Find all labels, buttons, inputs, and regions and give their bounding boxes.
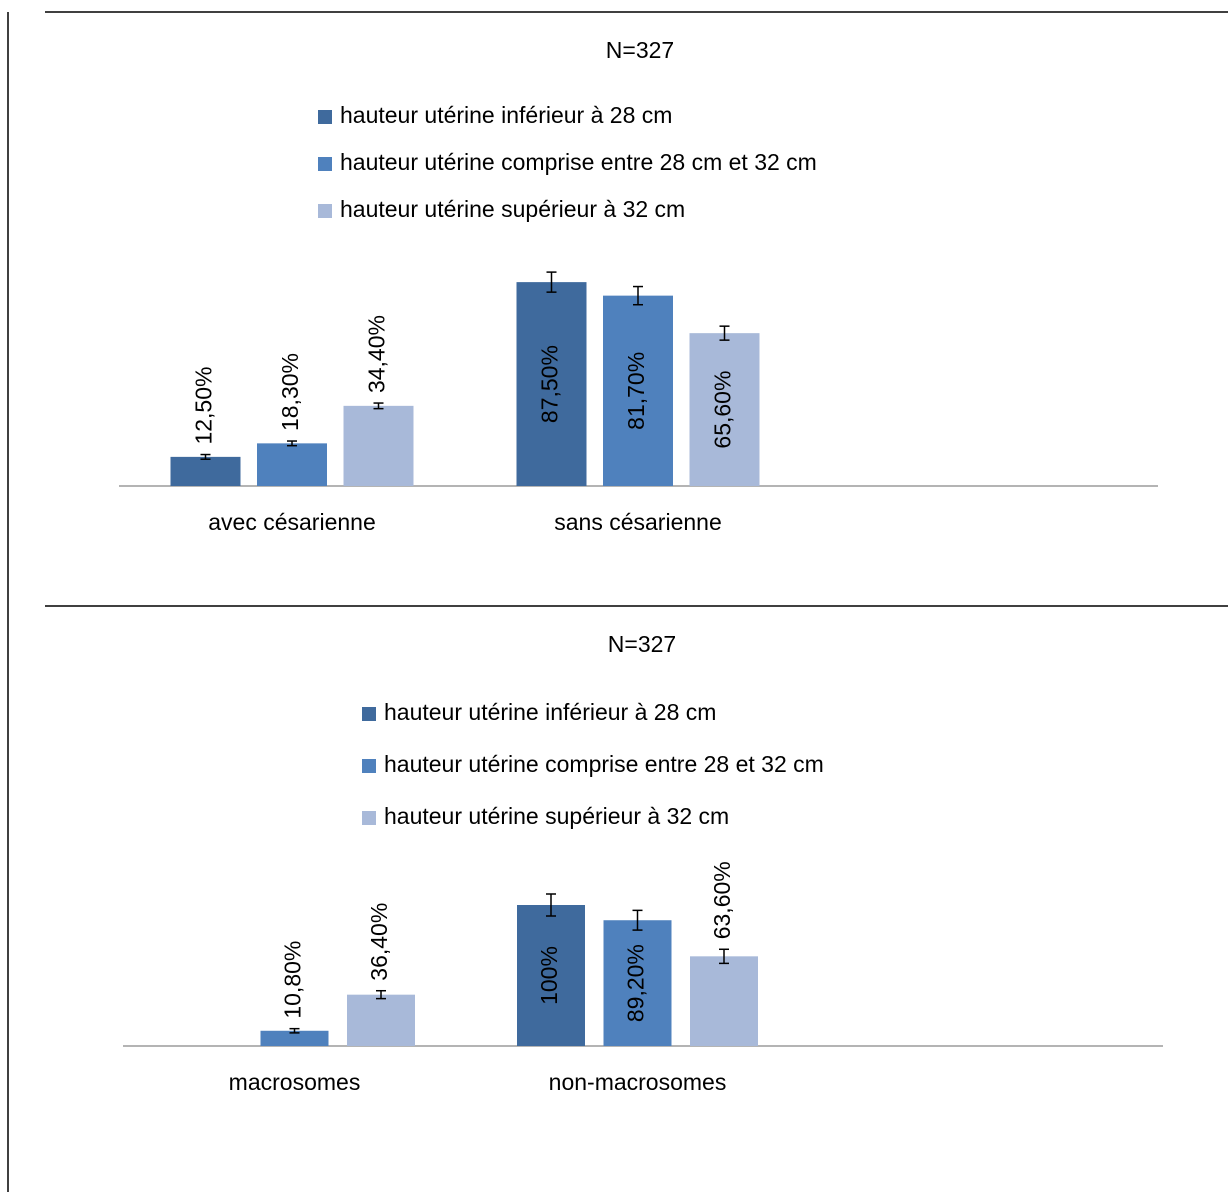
error-bar (200, 453, 211, 460)
legend-label: hauteur utérine supérieur à 32 cm (384, 803, 729, 829)
value-label: 100% (536, 946, 562, 1005)
bar (690, 956, 758, 1046)
bar (257, 443, 327, 486)
bar (516, 282, 587, 486)
value-label: 87,50% (537, 345, 563, 423)
value-label: 81,70% (623, 352, 649, 430)
bar (347, 994, 415, 1046)
legend-swatch (362, 759, 376, 773)
value-label: 63,60% (709, 861, 735, 939)
error-bar (546, 271, 557, 293)
bar (170, 456, 241, 486)
value-label: 34,40% (364, 315, 390, 393)
value-label: 12,50% (191, 367, 217, 445)
legend-swatch (362, 811, 376, 825)
legend-label: hauteur utérine inférieur à 28 cm (340, 102, 672, 128)
value-label: 89,20% (623, 944, 649, 1022)
bar (517, 905, 585, 1046)
error-bar (632, 909, 643, 931)
legend-swatch (318, 110, 332, 124)
value-label: 36,40% (366, 903, 392, 981)
bar (603, 920, 672, 1046)
legend-swatch (318, 204, 332, 218)
legend-label: hauteur utérine comprise entre 28 et 32 … (384, 751, 824, 777)
error-bar (376, 989, 386, 1000)
value-label: 65,60% (710, 371, 736, 449)
x-tick-label: sans césarienne (554, 509, 722, 535)
error-bar (287, 440, 297, 447)
chart-title: N=327 (608, 631, 676, 657)
x-tick-label: macrosomes (229, 1069, 361, 1095)
value-label: 18,30% (277, 353, 303, 431)
legend-label: hauteur utérine supérieur à 32 cm (340, 196, 685, 222)
error-bar (546, 893, 556, 917)
legend-label: hauteur utérine comprise entre 28 cm et … (340, 149, 817, 175)
legend-swatch (318, 157, 332, 171)
error-bar (719, 948, 729, 965)
error-bar (289, 1027, 300, 1034)
error-bar (719, 325, 730, 341)
legend-label: hauteur utérine inférieur à 28 cm (384, 699, 716, 725)
x-tick-label: avec césarienne (208, 509, 376, 535)
value-label: 10,80% (280, 941, 306, 1019)
bar (689, 333, 760, 486)
chart-title: N=327 (606, 37, 674, 63)
x-tick-label: non-macrosomes (549, 1069, 727, 1095)
error-bar (373, 402, 384, 410)
bar (603, 295, 673, 486)
error-bar (633, 285, 643, 306)
legend-swatch (362, 707, 376, 721)
bar (343, 405, 414, 486)
bar (260, 1030, 329, 1046)
